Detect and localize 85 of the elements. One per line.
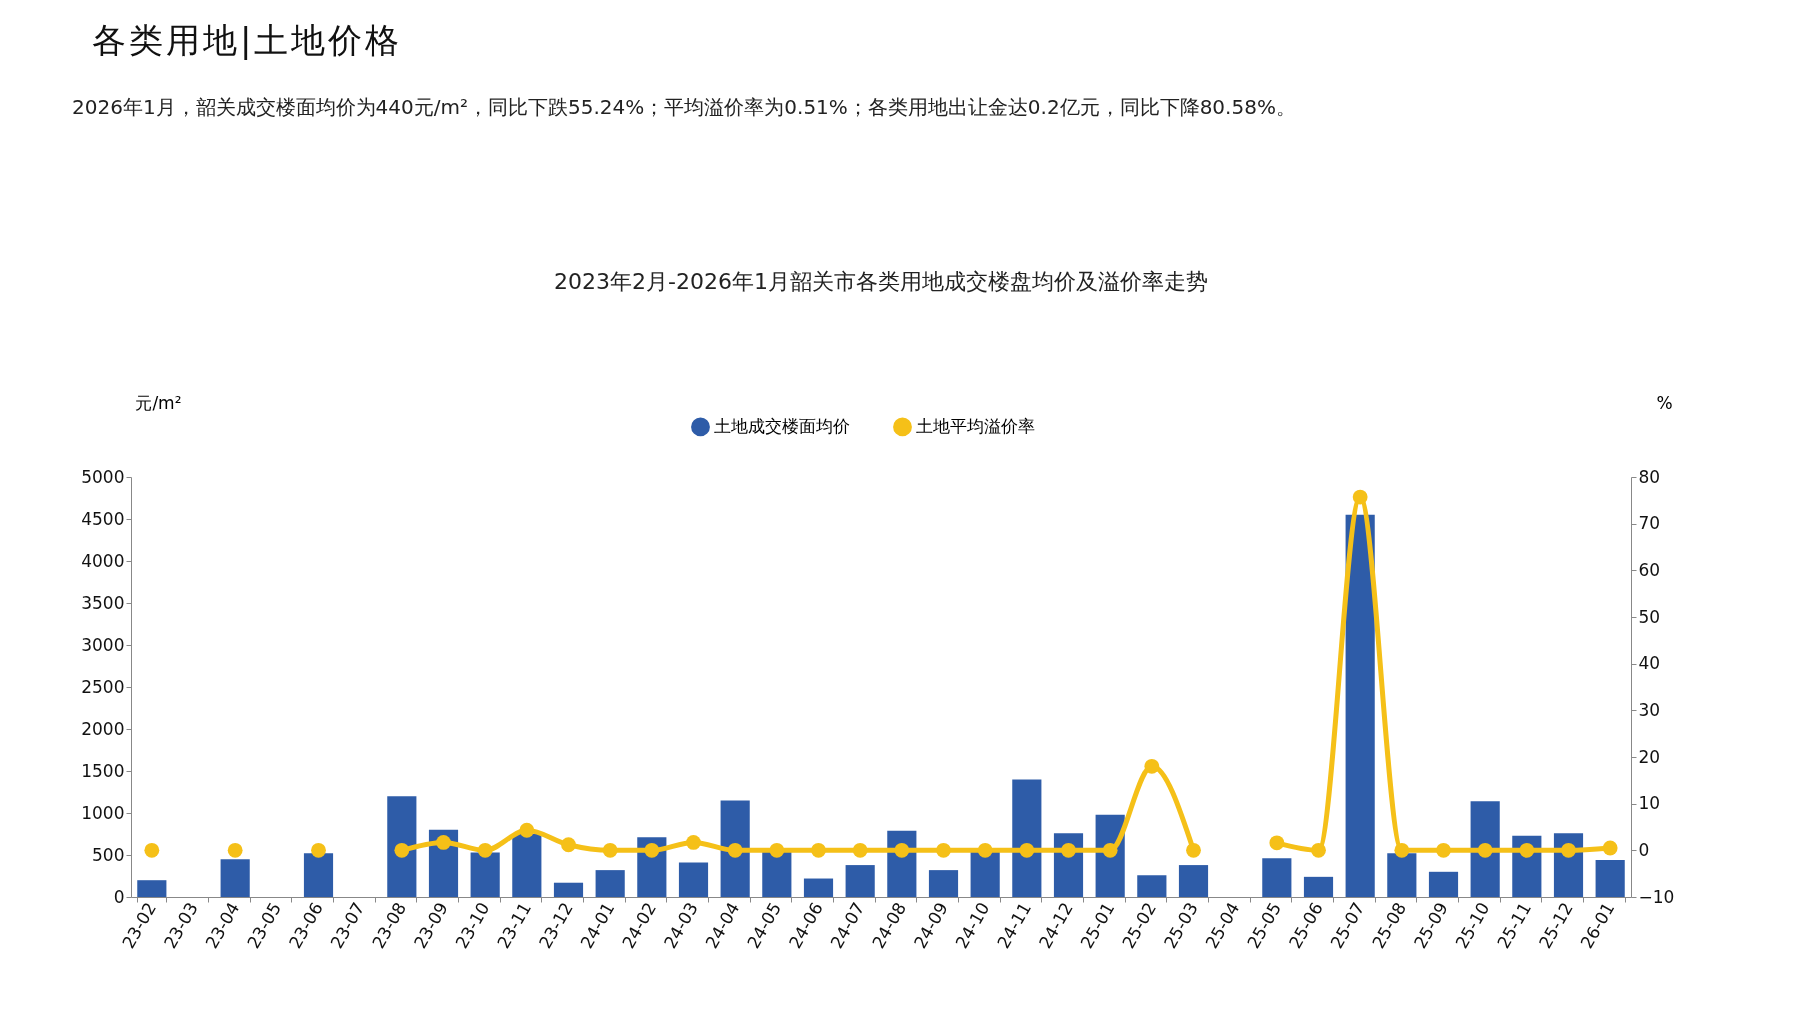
point bbox=[477, 842, 493, 858]
point bbox=[727, 842, 743, 858]
point bbox=[436, 835, 451, 850]
bar bbox=[970, 850, 1000, 897]
bar bbox=[595, 870, 625, 897]
chart-title: 2023年2月-2026年1月韶关市各类用地成交楼盘均价及溢价率走势 bbox=[554, 269, 1208, 294]
y-tick-label: 3500 bbox=[81, 592, 125, 613]
text: 各类用地|土地价格 bbox=[91, 19, 404, 62]
point bbox=[1394, 842, 1410, 858]
point bbox=[1352, 489, 1368, 505]
y-tick-label: 0 bbox=[113, 886, 125, 907]
bar bbox=[1428, 871, 1459, 897]
y-tick-label: 4500 bbox=[81, 508, 125, 529]
legend-label: 土地成交楼面均价 bbox=[714, 415, 850, 436]
bar bbox=[553, 882, 584, 897]
y-tick-label: 1500 bbox=[81, 760, 125, 781]
point bbox=[1144, 758, 1160, 774]
bar bbox=[678, 862, 709, 897]
bar bbox=[512, 834, 542, 897]
point bbox=[811, 842, 826, 858]
bar bbox=[1470, 801, 1500, 897]
point bbox=[852, 842, 868, 858]
point bbox=[311, 842, 326, 858]
bar bbox=[1262, 858, 1292, 897]
y-tick-label: 1000 bbox=[81, 802, 125, 823]
bar bbox=[1345, 514, 1375, 897]
point bbox=[561, 837, 576, 853]
y2-tick-label: 10 bbox=[1638, 793, 1661, 814]
y2-axis-title: % bbox=[1656, 392, 1673, 413]
bar bbox=[137, 880, 167, 897]
point bbox=[602, 842, 618, 858]
bar bbox=[845, 865, 875, 897]
bar bbox=[1137, 875, 1167, 897]
y2-tick-label: 70 bbox=[1638, 513, 1661, 534]
y-tick-label: 4000 bbox=[81, 550, 125, 571]
y-tick-label: 500 bbox=[92, 844, 125, 865]
bar bbox=[928, 870, 959, 897]
bar bbox=[1595, 860, 1625, 897]
point bbox=[1602, 840, 1618, 856]
point bbox=[936, 842, 951, 858]
point bbox=[1561, 842, 1576, 858]
bar bbox=[1387, 853, 1417, 897]
bar bbox=[720, 800, 750, 897]
point bbox=[1477, 842, 1493, 858]
y-tick-label: 2000 bbox=[81, 718, 125, 739]
y2-tick-label: 80 bbox=[1638, 466, 1661, 487]
point bbox=[1019, 842, 1035, 858]
y2-tick-label: −10 bbox=[1638, 886, 1675, 907]
point bbox=[1519, 842, 1535, 858]
bar bbox=[1303, 876, 1334, 897]
y2-tick-label: 40 bbox=[1638, 653, 1661, 674]
bar bbox=[303, 853, 334, 897]
bar bbox=[470, 852, 500, 897]
y2-tick-label: 30 bbox=[1638, 699, 1661, 720]
bar bbox=[762, 850, 792, 897]
point bbox=[1436, 842, 1451, 858]
point bbox=[1269, 835, 1285, 851]
text: 2026年1月，韶关成交楼面均价为440元/m²，同比下跌55.24%；平均溢价率为0.51%；各类用地出让金达0.2亿元，同比下降80.58%。 bbox=[71, 94, 1297, 121]
y-tick-label: 3000 bbox=[81, 634, 125, 655]
point bbox=[977, 842, 993, 858]
y-axis-title: 元/m² bbox=[135, 392, 182, 413]
y2-tick-label: 50 bbox=[1638, 606, 1661, 627]
point bbox=[1102, 842, 1118, 858]
point bbox=[1311, 842, 1326, 858]
bar bbox=[1178, 865, 1209, 897]
point bbox=[769, 842, 785, 858]
point bbox=[1186, 842, 1201, 858]
point bbox=[894, 842, 910, 858]
y2-tick-label: 60 bbox=[1638, 559, 1661, 580]
bar bbox=[1012, 779, 1042, 897]
bar bbox=[220, 859, 250, 897]
point bbox=[519, 822, 535, 838]
bar bbox=[387, 796, 417, 897]
y2-tick-label: 20 bbox=[1638, 746, 1661, 767]
point bbox=[144, 842, 160, 858]
legend-label: 土地平均溢价率 bbox=[916, 415, 1035, 436]
y-tick-label: 5000 bbox=[81, 466, 125, 487]
point bbox=[686, 835, 701, 850]
point bbox=[1061, 842, 1076, 858]
y2-tick-label: 0 bbox=[1638, 839, 1650, 860]
point bbox=[394, 842, 410, 858]
y-tick-label: 2500 bbox=[81, 676, 125, 697]
point bbox=[644, 842, 660, 858]
point bbox=[227, 842, 243, 858]
bar bbox=[803, 878, 834, 897]
